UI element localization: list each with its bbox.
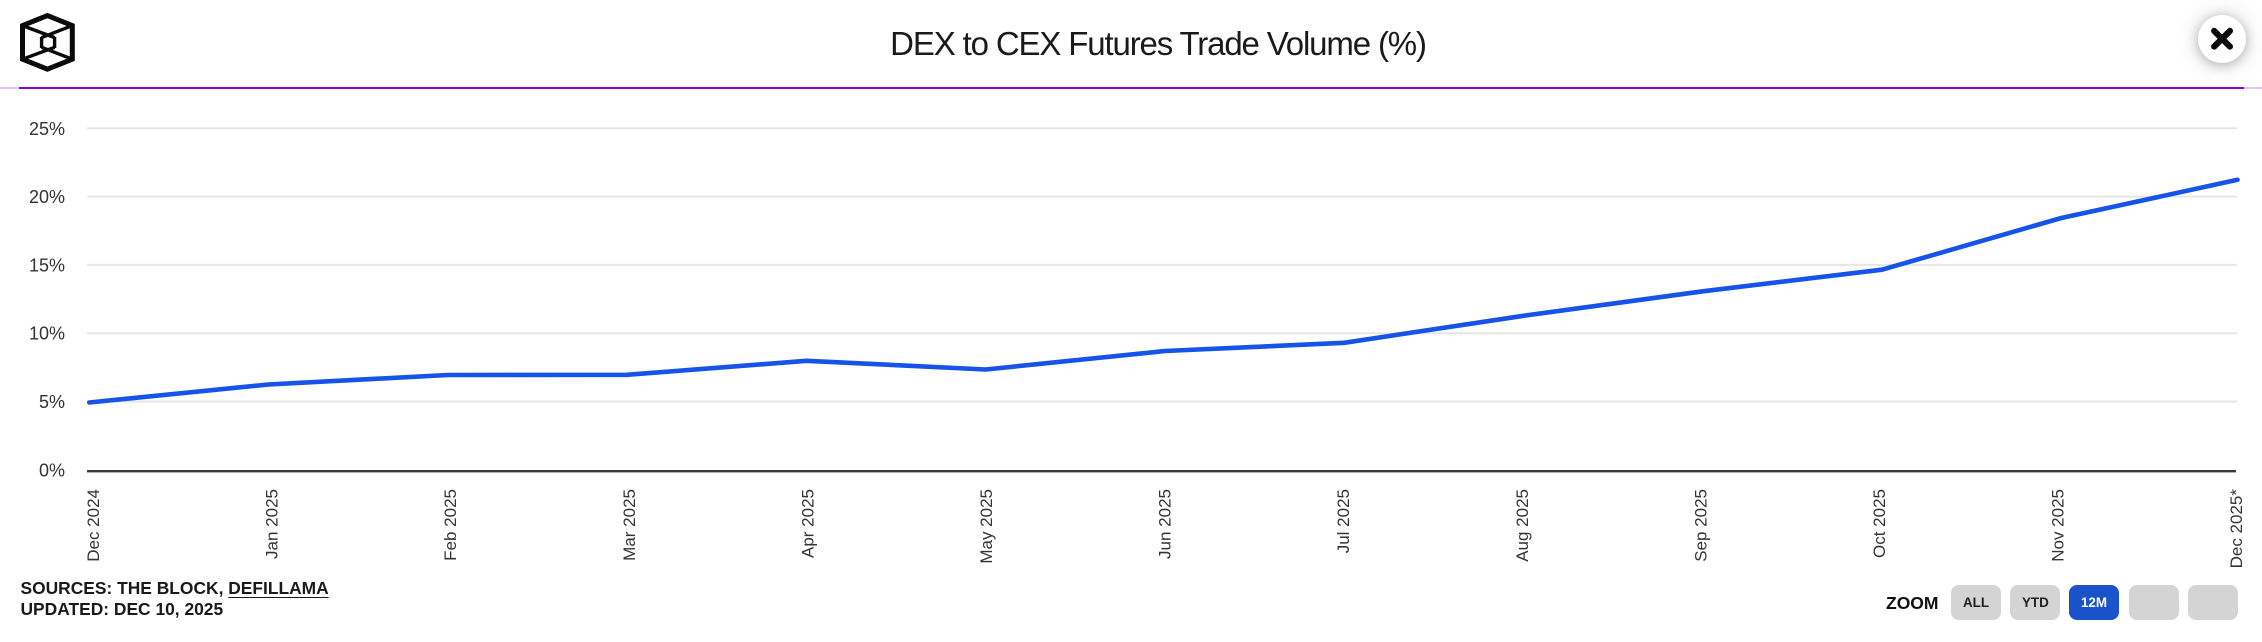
svg-text:May 2025: May 2025 bbox=[977, 489, 996, 564]
svg-text:Dec 2025*: Dec 2025* bbox=[2227, 489, 2246, 569]
svg-text:20%: 20% bbox=[29, 187, 65, 207]
svg-text:Nov 2025: Nov 2025 bbox=[2049, 489, 2068, 562]
svg-text:Aug 2025: Aug 2025 bbox=[1513, 489, 1532, 562]
svg-text:15%: 15% bbox=[29, 255, 65, 275]
svg-text:25%: 25% bbox=[29, 119, 65, 139]
svg-text:Mar 2025: Mar 2025 bbox=[620, 489, 639, 561]
svg-text:0%: 0% bbox=[39, 460, 65, 480]
svg-text:Apr 2025: Apr 2025 bbox=[798, 489, 817, 558]
svg-text:Feb 2025: Feb 2025 bbox=[441, 489, 460, 561]
svg-text:Jun 2025: Jun 2025 bbox=[1156, 489, 1175, 559]
svg-text:Sep 2025: Sep 2025 bbox=[1691, 489, 1710, 562]
svg-text:Dec 2024: Dec 2024 bbox=[84, 489, 103, 562]
svg-text:10%: 10% bbox=[29, 324, 65, 344]
svg-text:Oct 2025: Oct 2025 bbox=[1870, 489, 1889, 558]
svg-text:5%: 5% bbox=[39, 392, 65, 412]
svg-text:Jul 2025: Jul 2025 bbox=[1334, 489, 1353, 553]
svg-text:Jan 2025: Jan 2025 bbox=[263, 489, 282, 559]
